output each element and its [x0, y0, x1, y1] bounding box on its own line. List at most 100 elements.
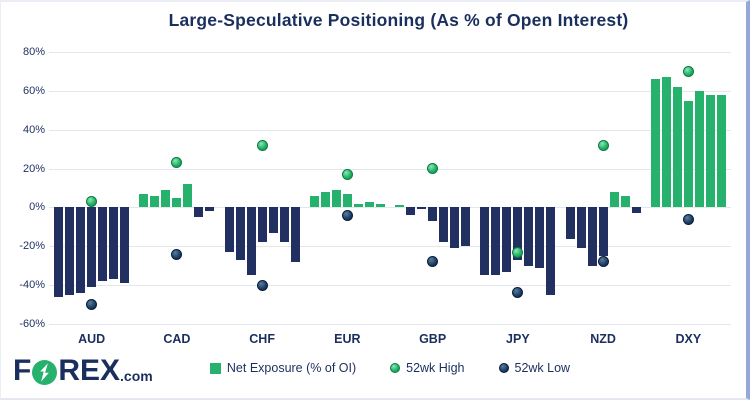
- x-axis-label-gbp: GBP: [419, 332, 447, 346]
- gridline: [49, 246, 731, 248]
- chart-title: Large-Speculative Positioning (As % of O…: [168, 10, 629, 30]
- bar: [342, 193, 352, 208]
- high-dot: [86, 196, 98, 208]
- bars: [480, 52, 556, 324]
- group-dxy: [646, 52, 731, 324]
- high-dot: [512, 246, 524, 258]
- low-dot: [341, 209, 353, 221]
- low-dot: [682, 213, 694, 225]
- forex-logo-f: F: [13, 354, 32, 387]
- y-tick-label: -60%: [19, 318, 45, 330]
- bar: [450, 207, 460, 249]
- group-cad: [134, 52, 219, 324]
- x-axis-label-chf: CHF: [249, 332, 275, 346]
- group-aud: [49, 52, 134, 324]
- x-axis-labels: AUD CAD CHF EUR GBP JPY NZD DXY: [49, 332, 731, 346]
- gridline: [49, 207, 731, 209]
- bar: [98, 207, 108, 282]
- bar: [320, 191, 330, 208]
- bar: [546, 207, 556, 295]
- forex-logo-rex: REX: [58, 354, 121, 387]
- bar: [683, 100, 693, 208]
- bar: [480, 207, 490, 276]
- legend-dot-icon: [390, 363, 401, 373]
- bars: [139, 52, 215, 324]
- group-nzd: [561, 52, 646, 324]
- high-dot: [427, 163, 439, 175]
- low-dot: [256, 279, 268, 291]
- legend-item: 52wk High: [390, 361, 465, 375]
- bar: [194, 207, 204, 218]
- bar: [109, 207, 119, 280]
- bar: [631, 207, 641, 214]
- bar: [406, 207, 416, 216]
- legend-dot-icon: [498, 363, 509, 373]
- legend-label: 52wk Low: [514, 361, 571, 375]
- low-dot: [86, 299, 98, 311]
- bar: [279, 207, 289, 243]
- bar: [54, 207, 64, 297]
- plot-area: 80% 60% 40% 20% 0% -20% -40% -60%: [19, 46, 731, 330]
- bar: [694, 90, 704, 208]
- group-jpy: [475, 52, 560, 324]
- bar: [491, 207, 501, 276]
- group-gbp: [390, 52, 475, 324]
- bar: [235, 207, 245, 260]
- legend-label: Net Exposure (% of OI): [226, 361, 357, 375]
- bar: [364, 201, 374, 208]
- bar: [120, 207, 130, 284]
- bar: [268, 207, 278, 233]
- y-tick-label: 20%: [22, 162, 45, 175]
- gridline: [49, 285, 731, 287]
- bar: [535, 207, 545, 268]
- bar: [565, 207, 575, 239]
- gridline: [49, 129, 731, 131]
- bar: [395, 205, 405, 208]
- forex-logo-com: .com: [120, 368, 153, 384]
- legend-label: 52wk High: [406, 361, 465, 375]
- high-dot: [171, 157, 183, 169]
- high-dot: [597, 139, 609, 151]
- bars: [395, 52, 471, 324]
- y-tick-label: 60%: [22, 84, 45, 97]
- x-axis-label-eur: EUR: [334, 332, 361, 346]
- low-dot: [171, 248, 183, 260]
- x-axis-label-cad: CAD: [163, 332, 191, 346]
- bar: [661, 77, 671, 208]
- low-dot: [597, 256, 609, 268]
- y-tick-label: 80%: [22, 46, 45, 58]
- bar: [672, 86, 682, 208]
- high-dot: [682, 65, 694, 77]
- x-axis-label-jpy: JPY: [506, 332, 530, 346]
- gridline: [49, 90, 731, 92]
- legend-item: 52wk Low: [498, 361, 571, 375]
- bars: [54, 52, 130, 324]
- bar: [461, 207, 471, 247]
- gridline: [49, 168, 731, 170]
- group-chf: [220, 52, 305, 324]
- bar: [205, 207, 215, 212]
- bars: [224, 52, 300, 324]
- bar: [246, 207, 256, 276]
- bar: [257, 207, 267, 243]
- bars: [309, 52, 385, 324]
- x-axis-label-aud: AUD: [78, 332, 106, 346]
- low-dot: [427, 256, 439, 268]
- bar: [716, 94, 726, 208]
- bar: [417, 207, 427, 210]
- y-tick-label: -20%: [19, 240, 45, 253]
- bar: [65, 207, 75, 295]
- high-dot: [256, 139, 268, 151]
- gridline: [49, 52, 731, 53]
- bar: [139, 193, 149, 208]
- y-tick-label: -40%: [19, 279, 45, 292]
- bar: [650, 79, 660, 208]
- bar: [428, 207, 438, 222]
- y-tick-label: 0%: [29, 201, 45, 214]
- bar: [183, 184, 193, 208]
- x-axis-label-dxy: DXY: [675, 332, 702, 346]
- bar: [150, 195, 160, 208]
- bar: [439, 207, 449, 243]
- bar: [524, 207, 534, 266]
